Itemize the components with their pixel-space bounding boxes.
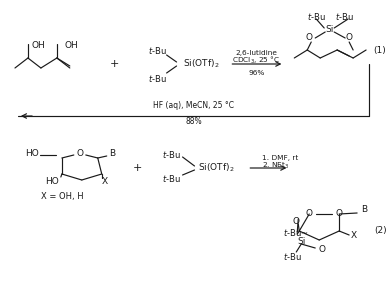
Text: 96%: 96% bbox=[248, 70, 265, 76]
Text: $t$-Bu: $t$-Bu bbox=[283, 251, 302, 261]
Text: Si: Si bbox=[325, 25, 333, 35]
Text: X: X bbox=[102, 176, 108, 186]
Text: X: X bbox=[351, 231, 357, 241]
Text: $t$-Bu: $t$-Bu bbox=[148, 72, 166, 84]
Text: $t$-Bu: $t$-Bu bbox=[148, 45, 166, 57]
Text: X = OH, H: X = OH, H bbox=[40, 192, 83, 200]
Text: 2. NEt$_3$: 2. NEt$_3$ bbox=[262, 161, 290, 171]
Text: O: O bbox=[346, 33, 353, 43]
Text: $t$-Bu: $t$-Bu bbox=[162, 172, 180, 184]
Text: $t$-Bu: $t$-Bu bbox=[307, 11, 326, 21]
Text: $t$-Bu: $t$-Bu bbox=[335, 11, 354, 21]
Text: OH: OH bbox=[65, 41, 79, 51]
Text: $t$-Bu: $t$-Bu bbox=[162, 148, 180, 160]
Text: O: O bbox=[306, 33, 313, 43]
Text: (1): (1) bbox=[374, 45, 386, 55]
Text: OH: OH bbox=[31, 41, 45, 51]
Text: B: B bbox=[109, 148, 115, 158]
Text: HO: HO bbox=[45, 176, 59, 186]
Text: HO: HO bbox=[25, 150, 39, 158]
Text: O: O bbox=[76, 150, 83, 158]
Text: 1. DMF, rt: 1. DMF, rt bbox=[262, 155, 299, 161]
Text: Si(OTf)$_2$: Si(OTf)$_2$ bbox=[182, 58, 219, 70]
Text: Si: Si bbox=[297, 237, 305, 247]
Text: CDCl$_3$, 25 °C: CDCl$_3$, 25 °C bbox=[232, 54, 281, 65]
Text: O: O bbox=[319, 245, 326, 255]
Text: +: + bbox=[110, 59, 120, 69]
Text: B: B bbox=[361, 206, 367, 214]
Text: Si(OTf)$_2$: Si(OTf)$_2$ bbox=[197, 162, 234, 174]
Text: +: + bbox=[133, 163, 142, 173]
Text: $t$-Bu~: $t$-Bu~ bbox=[283, 227, 309, 237]
Text: O: O bbox=[336, 210, 343, 219]
Text: O: O bbox=[293, 217, 300, 225]
Text: 88%: 88% bbox=[185, 118, 202, 126]
Text: O: O bbox=[306, 210, 313, 219]
Text: 2,6-lutidine: 2,6-lutidine bbox=[236, 50, 277, 56]
Text: (2): (2) bbox=[374, 227, 386, 235]
Text: HF (aq), MeCN, 25 °C: HF (aq), MeCN, 25 °C bbox=[153, 102, 234, 110]
